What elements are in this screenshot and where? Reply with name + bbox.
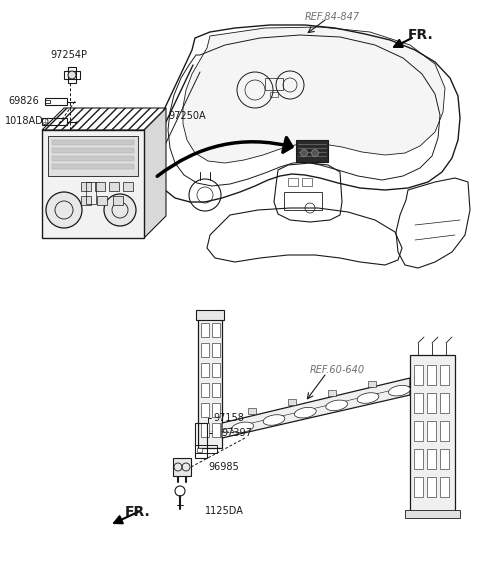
Ellipse shape [388, 385, 410, 396]
Bar [288, 399, 296, 405]
Bar [427, 365, 436, 385]
Bar [52, 148, 134, 153]
Bar [414, 449, 423, 469]
Bar [198, 318, 222, 448]
Ellipse shape [263, 415, 285, 425]
Bar [195, 445, 217, 453]
Bar [95, 182, 105, 191]
Bar [97, 196, 107, 205]
Polygon shape [144, 108, 166, 238]
Ellipse shape [232, 422, 253, 433]
Text: 96985: 96985 [208, 462, 239, 472]
Bar [265, 78, 283, 90]
Bar [113, 196, 123, 205]
Bar [427, 477, 436, 497]
Text: FR.: FR. [408, 28, 434, 42]
Bar [440, 365, 449, 385]
Ellipse shape [357, 393, 379, 403]
Bar [414, 477, 423, 497]
Bar [440, 421, 449, 441]
Bar [212, 403, 220, 417]
Bar [405, 510, 460, 518]
Bar [368, 381, 376, 387]
Bar [414, 421, 423, 441]
Text: 97158: 97158 [213, 413, 244, 423]
Circle shape [312, 150, 319, 157]
Bar [201, 343, 209, 357]
Polygon shape [222, 378, 410, 438]
Bar [52, 156, 134, 161]
FancyArrowPatch shape [157, 138, 292, 176]
Bar [414, 393, 423, 413]
Bar [195, 423, 207, 458]
Bar [64, 71, 80, 79]
Bar [109, 182, 119, 191]
Text: REF.60-640: REF.60-640 [310, 365, 365, 375]
Bar [212, 423, 220, 437]
Bar [81, 196, 91, 205]
Text: 69826: 69826 [8, 96, 39, 106]
Bar [45, 100, 50, 103]
Bar [284, 192, 322, 210]
Text: 97250A: 97250A [168, 111, 205, 121]
Text: 1125DA: 1125DA [205, 506, 244, 516]
Text: REF.84-847: REF.84-847 [305, 12, 360, 22]
Bar [52, 140, 134, 145]
Text: 97254P: 97254P [50, 50, 87, 60]
Bar [201, 363, 209, 377]
Ellipse shape [326, 400, 348, 411]
Bar [201, 323, 209, 337]
Bar [52, 164, 134, 169]
Text: FR.: FR. [125, 505, 151, 519]
Bar [296, 140, 328, 162]
Bar [212, 383, 220, 397]
Bar [302, 178, 312, 186]
Bar [123, 182, 133, 191]
Bar [440, 449, 449, 469]
Bar [48, 136, 138, 176]
Bar [173, 458, 191, 476]
Text: 1018AD: 1018AD [5, 116, 44, 126]
Bar [248, 408, 256, 414]
Bar [427, 421, 436, 441]
Bar [270, 92, 278, 97]
Bar [288, 178, 298, 186]
Bar [212, 343, 220, 357]
Bar [42, 130, 144, 238]
Bar [328, 390, 336, 396]
Bar [68, 67, 76, 83]
Bar [440, 393, 449, 413]
Bar [410, 355, 455, 515]
Bar [212, 323, 220, 337]
Bar [427, 393, 436, 413]
Polygon shape [183, 27, 445, 163]
Bar [197, 448, 202, 452]
Bar [201, 383, 209, 397]
Bar [201, 403, 209, 417]
Bar [212, 363, 220, 377]
Ellipse shape [294, 407, 316, 418]
Bar [427, 449, 436, 469]
Bar [42, 118, 67, 125]
Circle shape [68, 71, 76, 79]
Bar [414, 365, 423, 385]
Circle shape [104, 194, 136, 226]
Circle shape [46, 192, 82, 228]
Text: 97397: 97397 [221, 428, 252, 438]
Bar [81, 182, 91, 191]
Bar [45, 98, 67, 105]
Bar [440, 477, 449, 497]
Circle shape [300, 150, 308, 157]
Bar [86, 182, 96, 204]
Bar [196, 310, 224, 320]
Bar [201, 423, 209, 437]
